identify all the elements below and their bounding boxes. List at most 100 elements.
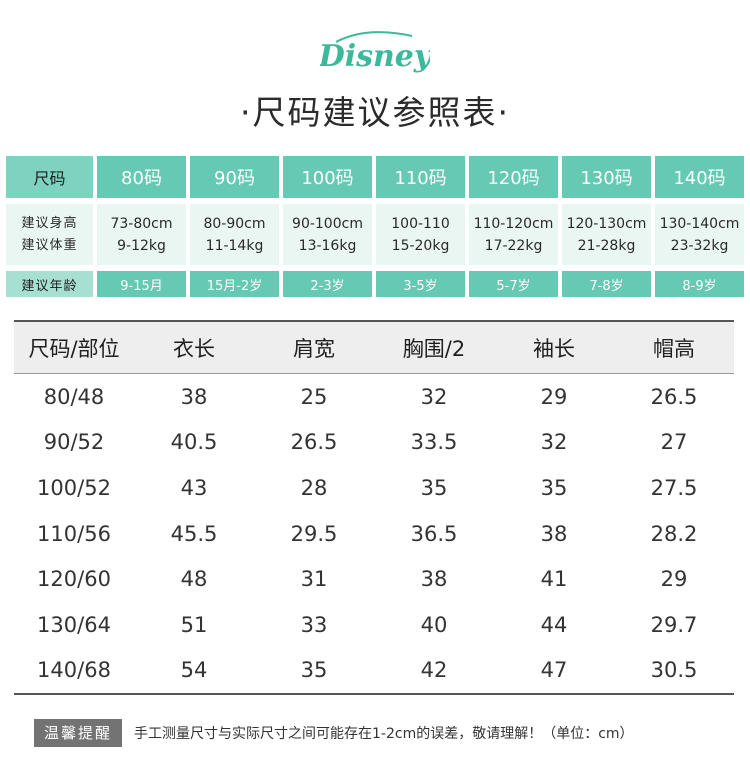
height-value: 100-110 bbox=[391, 215, 450, 232]
rec-cell: 80-90cm 11-14kg bbox=[190, 204, 279, 265]
table-cell: 43 bbox=[180, 475, 208, 500]
table-cell: 27.5 bbox=[650, 475, 698, 500]
age-label: 建议年龄 bbox=[6, 271, 93, 297]
rec-size-120: 120码 bbox=[469, 156, 558, 198]
table-cell: 41 bbox=[540, 567, 568, 592]
table-row: 130/64 51 33 40 44 29.7 bbox=[14, 602, 734, 648]
rec-size-130: 130码 bbox=[562, 156, 651, 198]
weight-value: 21-28kg bbox=[577, 237, 636, 254]
table-cell: 45.5 bbox=[170, 521, 218, 546]
table-cell: 40 bbox=[420, 612, 448, 637]
table-cell: 29.5 bbox=[290, 521, 338, 546]
rec-header-row: 尺码 80码 90码 100码 110码 120码 130码 140码 bbox=[6, 156, 744, 204]
age-value: 3-5岁 bbox=[376, 271, 465, 297]
table-cell: 140/68 bbox=[37, 658, 111, 683]
table-cell: 110/56 bbox=[37, 521, 111, 546]
age-value: 2-3岁 bbox=[283, 271, 372, 297]
table-cell: 130/64 bbox=[37, 612, 111, 637]
age-value: 15月-2岁 bbox=[190, 271, 279, 297]
weight-value: 15-20kg bbox=[391, 237, 450, 254]
table-cell: 35 bbox=[420, 475, 448, 500]
rec-age-row: 建议年龄 9-15月 15月-2岁 2-3岁 3-5岁 5-7岁 7-8岁 8-… bbox=[6, 271, 744, 297]
age-value: 7-8岁 bbox=[562, 271, 651, 297]
age-value: 8-9岁 bbox=[655, 271, 744, 297]
table-cell: 33 bbox=[300, 612, 328, 637]
table-row: 110/56 45.5 29.5 36.5 38 28.2 bbox=[14, 511, 734, 557]
table-row: 100/52 43 28 35 35 27.5 bbox=[14, 465, 734, 511]
header-sleeve: 袖长 bbox=[533, 336, 575, 361]
measurement-table: 尺码/部位 衣长 肩宽 胸围/2 袖长 帽高 80/48 38 25 32 29 26.5… bbox=[14, 320, 734, 696]
table-cell: 42 bbox=[420, 658, 448, 683]
disney-logo: Disney bbox=[0, 22, 750, 78]
weight-value: 23-32kg bbox=[670, 237, 729, 254]
table-cell: 48 bbox=[180, 567, 208, 592]
disney-logo-mark: Disney bbox=[320, 31, 430, 74]
table-cell: 32 bbox=[540, 430, 568, 455]
reminder-text: 手工测量尺寸与实际尺寸之间可能存在1-2cm的误差，敬请理解！（单位：cm） bbox=[134, 726, 634, 742]
rec-size-110: 110码 bbox=[376, 156, 465, 198]
logo-text: Disney bbox=[320, 39, 430, 74]
weight-value: 9-12kg bbox=[117, 237, 166, 254]
height-value: 110-120cm bbox=[473, 215, 554, 232]
rec-size-100: 100码 bbox=[283, 156, 372, 198]
table-cell: 120/60 bbox=[37, 567, 111, 592]
table-cell: 28.2 bbox=[650, 521, 698, 546]
table-cell: 40.5 bbox=[170, 430, 218, 455]
height-value: 120-130cm bbox=[566, 215, 647, 232]
table-row: 120/60 48 31 38 41 29 bbox=[14, 556, 734, 602]
age-value: 5-7岁 bbox=[469, 271, 558, 297]
rec-header-label: 尺码 bbox=[6, 156, 93, 198]
rec-size-90: 90码 bbox=[190, 156, 279, 198]
header-shoulder: 肩宽 bbox=[293, 336, 335, 361]
rec-size-140: 140码 bbox=[655, 156, 744, 198]
table-cell: 30.5 bbox=[650, 658, 698, 683]
weight-value: 13-16kg bbox=[298, 237, 357, 254]
size-recommendation-table: 尺码 80码 90码 100码 110码 120码 130码 140码 建议身高… bbox=[6, 156, 744, 297]
reminder-note: 温馨提醒 手工测量尺寸与实际尺寸之间可能存在1-2cm的误差，敬请理解！（单位：… bbox=[34, 718, 634, 748]
table-row: 80/48 38 25 32 29 26.5 bbox=[14, 374, 734, 420]
height-value: 130-140cm bbox=[659, 215, 740, 232]
page-title: ·尺码建议参照表· bbox=[240, 93, 510, 132]
rec-cell: 120-130cm 21-28kg bbox=[562, 204, 651, 265]
table-cell: 26.5 bbox=[290, 430, 338, 455]
table-cell: 35 bbox=[300, 658, 328, 683]
age-value: 9-15月 bbox=[97, 271, 186, 297]
table-cell: 29 bbox=[660, 567, 688, 592]
table-cell: 100/52 bbox=[37, 475, 111, 500]
rec-body-label: 建议身高 建议体重 bbox=[6, 204, 93, 265]
table-cell: 38 bbox=[420, 567, 448, 592]
table-cell: 33.5 bbox=[410, 430, 458, 455]
table-cell: 27 bbox=[660, 430, 688, 455]
table-cell: 32 bbox=[420, 384, 448, 409]
table-cell: 80/48 bbox=[43, 384, 105, 409]
table-cell: 51 bbox=[180, 612, 208, 637]
rec-cell: 73-80cm 9-12kg bbox=[97, 204, 186, 265]
table-cell: 26.5 bbox=[650, 384, 698, 409]
height-value: 80-90cm bbox=[203, 215, 266, 232]
header-hood: 帽高 bbox=[653, 336, 695, 361]
height-value: 90-100cm bbox=[292, 215, 363, 232]
table-cell: 54 bbox=[180, 658, 208, 683]
table-cell: 38 bbox=[180, 384, 208, 409]
table-cell: 29.7 bbox=[650, 612, 698, 637]
table-cell: 36.5 bbox=[410, 521, 458, 546]
reminder-badge: 温馨提醒 bbox=[34, 719, 123, 747]
header-chest: 胸围/2 bbox=[402, 336, 466, 361]
rec-cell: 90-100cm 13-16kg bbox=[283, 204, 372, 265]
measurement-body: 80/48 38 25 32 29 26.5 90/52 40.5 26.5 33.5 32 27 10… bbox=[14, 374, 734, 693]
table-cell: 44 bbox=[540, 612, 568, 637]
rec-size-80: 80码 bbox=[97, 156, 186, 198]
height-value: 73-80cm bbox=[110, 215, 173, 232]
table-cell: 47 bbox=[540, 658, 568, 683]
table-row: 140/68 54 35 42 47 30.5 bbox=[14, 648, 734, 694]
weight-value: 17-22kg bbox=[484, 237, 543, 254]
weight-label: 建议体重 bbox=[21, 237, 78, 253]
weight-value: 11-14kg bbox=[205, 237, 264, 254]
table-row: 90/52 40.5 26.5 33.5 32 27 bbox=[14, 420, 734, 466]
table-cell: 25 bbox=[300, 384, 328, 409]
header-length: 衣长 bbox=[173, 336, 215, 361]
height-label: 建议身高 bbox=[21, 215, 78, 231]
measurement-header-row: 尺码/部位 衣长 肩宽 胸围/2 袖长 帽高 bbox=[14, 322, 734, 374]
table-cell: 31 bbox=[300, 567, 328, 592]
rec-cell: 130-140cm 23-32kg bbox=[655, 204, 744, 265]
